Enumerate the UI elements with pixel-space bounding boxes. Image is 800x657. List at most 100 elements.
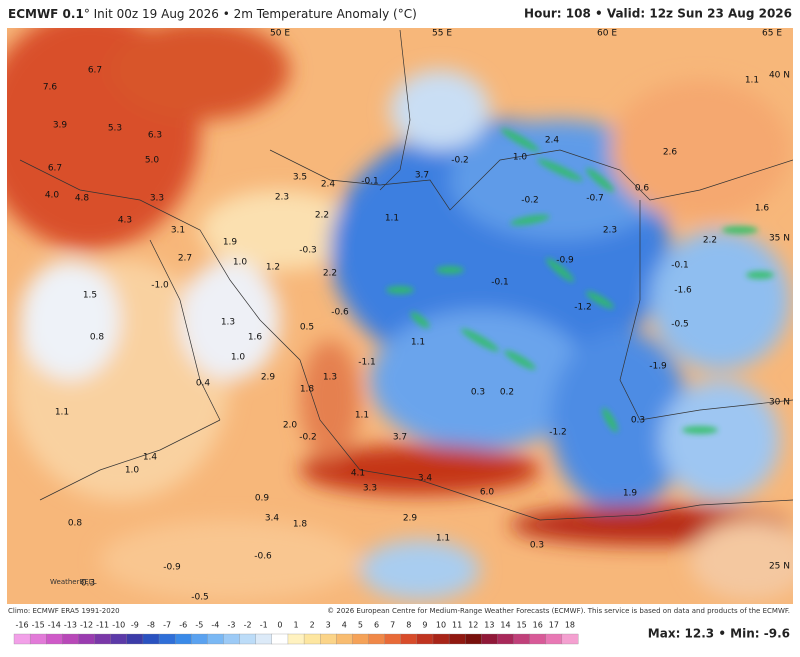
colorbar-tick: 9 (422, 621, 427, 630)
map-value: 4.3 (118, 216, 132, 226)
colorbar-tick: -11 (96, 621, 109, 630)
map-value: 2.2 (703, 236, 717, 246)
colorbar-swatch (545, 633, 563, 645)
grid-label: 40 N (769, 71, 790, 81)
map-value: -1.2 (549, 428, 567, 438)
map-value: 3.5 (293, 173, 307, 183)
map-value: 1.3 (323, 373, 337, 383)
map-value: -0.6 (254, 552, 272, 562)
map-value: 1.4 (143, 453, 158, 463)
map-value: -1.2 (574, 303, 592, 313)
colorbar-tick: 8 (406, 621, 411, 630)
map-value: 0.3 (471, 388, 485, 398)
header-right: Hour: 108 • Valid: 12z Sun 23 Aug 2026 (524, 7, 792, 21)
map-value: 4.8 (75, 194, 90, 204)
colorbar-tick: -9 (131, 621, 139, 630)
map-value: 1.1 (411, 338, 425, 348)
colorbar-swatch (13, 633, 31, 645)
map-value: 1.8 (300, 385, 315, 395)
map-value: 1.6 (248, 333, 263, 343)
colorbar-swatch (62, 633, 79, 645)
colorbar-swatch (416, 633, 434, 645)
colorbar-swatch (465, 633, 482, 645)
map-value: -0.1 (491, 278, 509, 288)
map-value: 1.2 (266, 263, 280, 273)
colorbar-swatch (481, 633, 498, 645)
colorbar-tick: -3 (228, 621, 236, 630)
colorbar-swatch (287, 633, 305, 645)
map-value: 4.1 (351, 469, 365, 479)
colorbar-swatch (336, 633, 353, 645)
colorbar-tick: 17 (549, 621, 559, 630)
map-value: 2.3 (275, 193, 289, 203)
map-value: 2.2 (323, 269, 337, 279)
grid-label: 50 E (270, 29, 290, 39)
colorbar-swatch (320, 633, 337, 645)
map-value: -1.9 (649, 362, 667, 372)
grid-label: 35 N (769, 234, 790, 244)
colorbar-tick: -13 (64, 621, 77, 630)
borders (19, 29, 793, 521)
colorbar-tick: 7 (390, 621, 395, 630)
map-value: 1.1 (745, 76, 759, 86)
map-value: 3.3 (150, 194, 164, 204)
colorbar-tick: -15 (32, 621, 45, 630)
map-value: -0.3 (299, 246, 317, 256)
map-value: 2.9 (261, 373, 276, 383)
map-value: -0.2 (521, 196, 539, 206)
colorbar-tick: -14 (48, 621, 61, 630)
map-value: -0.6 (331, 308, 349, 318)
map-value: 0.2 (500, 388, 514, 398)
colorbar-swatch (223, 633, 241, 645)
map-value: 0.9 (255, 494, 270, 504)
map-value: 6.7 (88, 66, 102, 76)
climo: Climo: ECMWF ERA5 1991-2020 (8, 607, 120, 615)
colorbar-tick: 13 (484, 621, 494, 630)
colorbar-swatch (110, 633, 128, 645)
map-value: 1.3 (221, 318, 235, 328)
map-value: 2.4 (545, 136, 560, 146)
map-value: -0.2 (451, 156, 469, 166)
map-value: 0.3 (530, 541, 544, 551)
map-value: -1.0 (151, 281, 169, 291)
map-value: 1.0 (125, 466, 140, 476)
map-value: 6.7 (48, 164, 62, 174)
map-value: 3.7 (393, 433, 407, 443)
map-value: 0.6 (635, 184, 650, 194)
colorbar-tick: -16 (16, 621, 29, 630)
colorbar-tick: -5 (195, 621, 203, 630)
colorbar-swatch (368, 633, 386, 645)
colorbar-tick: -10 (112, 621, 125, 630)
colorbar-swatch (191, 633, 208, 645)
map-value: 0.3 (631, 416, 645, 426)
colorbar-tick: 4 (342, 621, 347, 630)
map-value: -0.1 (361, 177, 379, 187)
map-value: 5.0 (145, 156, 160, 166)
map-value: -0.2 (299, 433, 317, 443)
map-value: 1.0 (233, 258, 248, 268)
map-value: 4.0 (45, 191, 60, 201)
grid-label: 65 E (762, 29, 782, 39)
map-value: 3.4 (418, 474, 433, 484)
logo: WeatherBELL (50, 578, 97, 586)
colorbar-tick: 5 (358, 621, 363, 630)
map-value: 6.3 (148, 131, 162, 141)
map-value: 1.0 (513, 153, 528, 163)
map-value: 1.9 (223, 238, 238, 248)
colorbar-swatch (255, 633, 273, 645)
colorbar-tick: -2 (244, 621, 252, 630)
colorbar-swatch (432, 633, 450, 645)
map-value: -1.1 (358, 358, 376, 368)
grid-label: 25 N (769, 562, 790, 572)
map-value: 2.3 (603, 226, 617, 236)
colorbar-tick: -1 (260, 621, 268, 630)
colorbar-swatch (239, 633, 257, 645)
map-value: 1.1 (385, 214, 399, 224)
map-value: 1.9 (623, 489, 638, 499)
colorbar-tick: 12 (468, 621, 478, 630)
map-value: 0.4 (196, 379, 211, 389)
map-value: 1.0 (231, 353, 246, 363)
map-value: 1.1 (55, 408, 69, 418)
